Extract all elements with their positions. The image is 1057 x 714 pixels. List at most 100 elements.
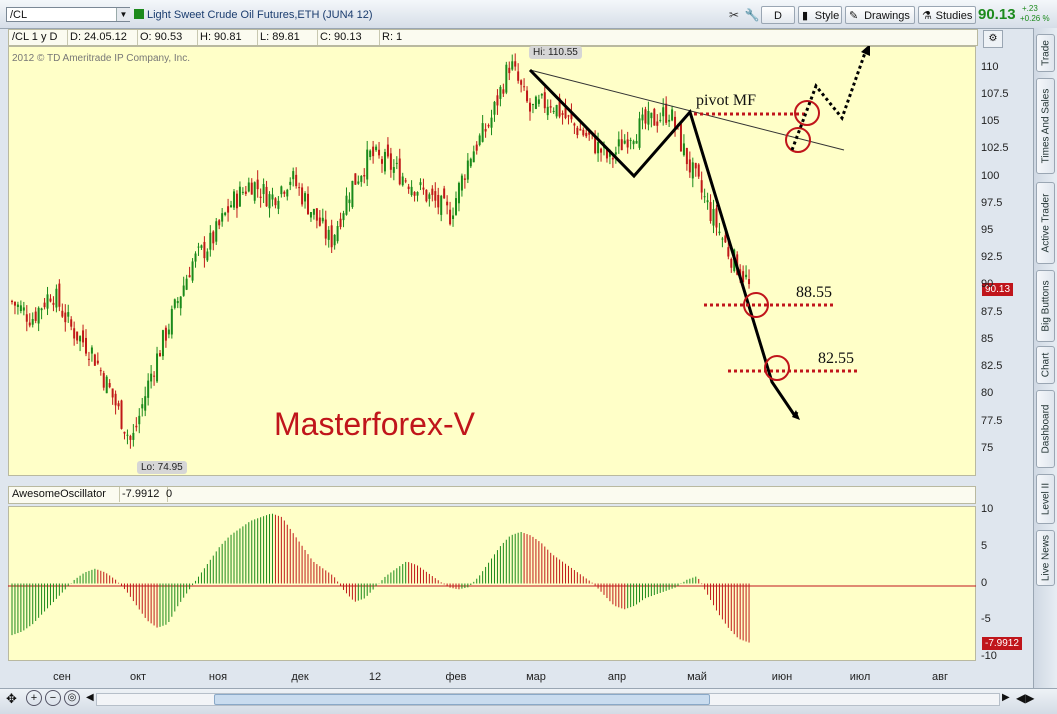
candle-body [383, 151, 386, 172]
candle-body [301, 187, 304, 205]
x-tick-label: ноя [208, 671, 228, 683]
symbol-input[interactable]: /CL [6, 7, 130, 22]
candle-body [449, 209, 452, 225]
candle-body [395, 162, 398, 164]
sidebar-tab-active-trader[interactable]: Active Trader [1036, 182, 1055, 264]
candle-body [727, 247, 730, 257]
candle-body [694, 162, 697, 169]
y-tick-label: 105 [981, 115, 1000, 128]
candle-body [605, 149, 608, 159]
candle-body [392, 167, 395, 173]
candle-body [706, 200, 709, 203]
candle-body [508, 67, 511, 74]
candle-body [55, 288, 58, 308]
symbol-description: Light Sweet Crude Oil Futures,ETH (JUN4 … [147, 9, 373, 21]
candle-body [348, 199, 351, 204]
price-chart-svg[interactable] [8, 46, 976, 476]
sidebar-tab-live-news[interactable]: Live News [1036, 530, 1055, 586]
candle-body [463, 178, 466, 180]
candle-body [425, 189, 428, 202]
zoom-in-icon[interactable]: + [26, 690, 42, 706]
candle-body [552, 110, 555, 112]
candle-body [674, 116, 677, 129]
x-tick-label: дек [291, 671, 309, 683]
ohlc-info-bar: /CL 1 y D D: 24.05.12 O: 90.53 H: 90.81 … [8, 29, 978, 46]
pan-icon[interactable]: ✥ [6, 691, 17, 706]
candle-body [443, 188, 446, 199]
style-button[interactable]: ▮ Style [798, 6, 842, 24]
style-label: Style [814, 10, 840, 22]
candle-body [120, 400, 123, 429]
x-tick-label: апр [607, 671, 627, 683]
candle-body [490, 117, 493, 128]
scrollbar-thumb[interactable] [214, 694, 710, 705]
scroll-left-arrow-icon[interactable]: ◀ [86, 692, 94, 703]
candle-body [523, 86, 526, 88]
candle-body [712, 208, 715, 226]
period-button[interactable]: D [761, 6, 795, 24]
x-tick-label: сен [53, 671, 71, 683]
candle-body [309, 212, 312, 218]
candle-body [626, 139, 629, 148]
studies-button[interactable]: ⚗ Studies [918, 6, 976, 24]
candle-body [401, 176, 404, 186]
sidebar-tab-level-ii[interactable]: Level II [1036, 474, 1055, 524]
circle-pivot-top [794, 100, 820, 126]
x-tick-label: май [687, 671, 707, 683]
candle-body [170, 308, 173, 335]
info-open: O: 90.53 [137, 30, 198, 45]
sidebar-tab-dashboard[interactable]: Dashboard [1036, 390, 1055, 468]
candle-body [70, 319, 73, 327]
candle-body [526, 90, 529, 102]
chart-settings-icon[interactable]: ⚙ [983, 30, 1003, 48]
candle-body [315, 208, 318, 221]
oscillator-svg [8, 513, 976, 643]
candle-body [87, 358, 90, 360]
y-tick-label: 77.5 [981, 414, 1003, 427]
wrench-icon[interactable]: 🔧 [744, 8, 760, 22]
candle-body [230, 205, 233, 208]
candle-body [233, 191, 235, 208]
info-symbol-period: /CL 1 y D [9, 30, 68, 45]
candle-body [200, 245, 203, 248]
candles-group [11, 53, 751, 449]
candle-body [682, 143, 685, 156]
candle-body [277, 200, 280, 209]
oscillator-name[interactable]: AwesomeOscillator [9, 487, 120, 502]
candle-body [369, 150, 372, 158]
zoom-out-icon[interactable]: − [45, 690, 61, 706]
symbol-dropdown-button[interactable]: ▼ [116, 8, 130, 21]
sidebar-tab-big-buttons[interactable]: Big Buttons [1036, 270, 1055, 342]
sidebar-tab-chart[interactable]: Chart [1036, 346, 1055, 384]
candle-body [691, 162, 694, 179]
oscillator-header: AwesomeOscillator -7.9912 0 [8, 486, 976, 504]
candle-body [742, 271, 745, 283]
sidebar-tab-trade[interactable]: Trade [1036, 34, 1055, 72]
sidebar-tab-label: Active Trader [1040, 193, 1051, 253]
x-tick-label: мар [526, 671, 546, 683]
osc-y-tick-label: 10 [981, 502, 994, 515]
sidebar-tab-label: Live News [1040, 534, 1051, 582]
candle-body [623, 140, 626, 144]
studies-icon: ⚗ [922, 10, 932, 22]
target1-annotation: 88.55 [796, 284, 832, 301]
candle-body [662, 107, 665, 117]
arrow-head-down [792, 410, 800, 420]
zoom-reset-icon[interactable]: ◎ [64, 690, 80, 706]
sidebar-tab-times-and-sales[interactable]: Times And Sales [1036, 78, 1055, 174]
crosshair-tool-icon[interactable]: ✂ [728, 8, 740, 22]
candle-body [342, 213, 345, 221]
arrow-head-up [861, 46, 870, 56]
candle-body [478, 135, 481, 145]
candle-body [108, 383, 111, 388]
candle-body [99, 370, 102, 372]
candle-body [514, 61, 517, 67]
candle-body [457, 182, 460, 204]
candle-body [440, 195, 443, 215]
candle-body [37, 307, 40, 324]
drawings-button[interactable]: ✎ Drawings [845, 6, 915, 24]
candle-body [194, 253, 197, 262]
scroll-right-arrow-icon[interactable]: ▶ [1002, 692, 1010, 703]
expand-icon[interactable]: ◀▶ [1016, 691, 1035, 705]
candle-body [336, 226, 339, 242]
